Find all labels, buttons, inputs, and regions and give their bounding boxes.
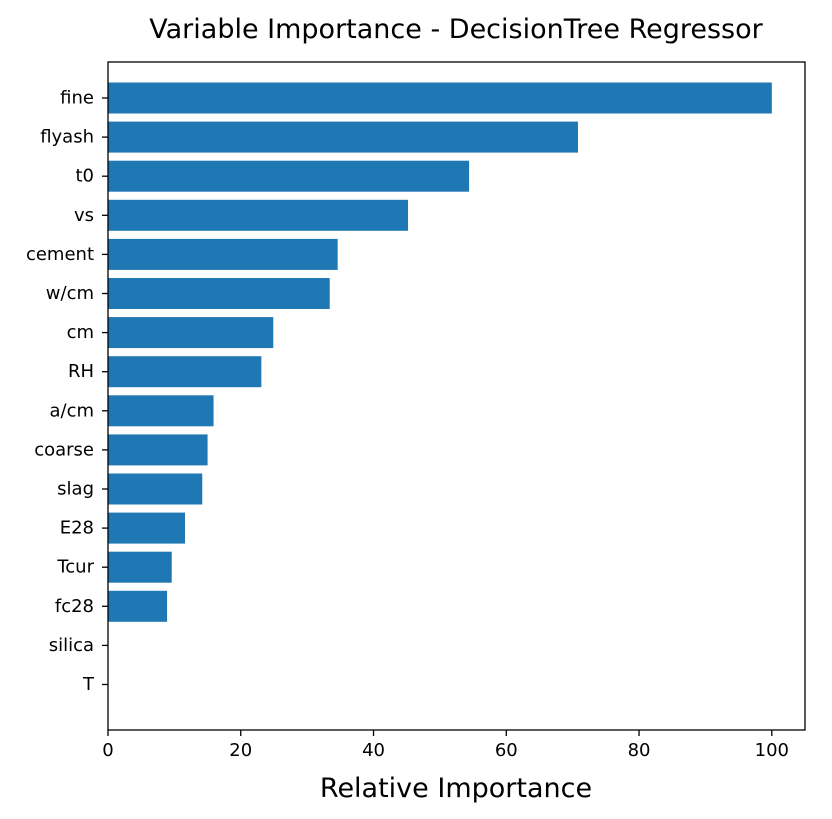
x-axis-label: Relative Importance xyxy=(320,773,592,804)
bar-flyash xyxy=(108,121,578,153)
bar-fc28 xyxy=(108,590,168,622)
y-tick-label: vs xyxy=(74,205,94,226)
y-tick-label: Tcur xyxy=(56,557,94,578)
y-tick-label: w/cm xyxy=(46,283,94,304)
bar-vs xyxy=(108,199,409,231)
x-axis-ticks: 0 20 40 60 80 100 xyxy=(102,730,789,761)
bar-slag xyxy=(108,473,203,505)
y-tick-label: coarse xyxy=(34,439,94,460)
y-tick-label: slag xyxy=(57,479,94,500)
y-tick-label: cement xyxy=(26,244,94,265)
bars-group xyxy=(108,82,772,622)
y-tick-label: T xyxy=(82,674,95,695)
x-tick-label: 20 xyxy=(229,740,252,761)
bar-tcur xyxy=(108,551,172,583)
x-tick-label: 60 xyxy=(495,740,518,761)
y-tick-label: cm xyxy=(67,322,94,343)
bar-cement xyxy=(108,238,338,270)
bar-coarse xyxy=(108,434,208,466)
x-tick-label: 100 xyxy=(755,740,789,761)
y-tick-label: t0 xyxy=(75,166,94,187)
chart-title: Variable Importance - DecisionTree Regre… xyxy=(149,14,763,45)
x-tick-label: 80 xyxy=(628,740,651,761)
bar-a-cm xyxy=(108,395,214,427)
y-tick-label: fine xyxy=(60,88,94,109)
y-tick-label: flyash xyxy=(40,127,94,148)
bar-e28 xyxy=(108,512,186,544)
y-tick-label: E28 xyxy=(60,518,94,539)
x-tick-label: 0 xyxy=(102,740,113,761)
bar-w-cm xyxy=(108,278,330,309)
y-tick-label: RH xyxy=(68,361,94,382)
y-axis-ticks: fine flyash t0 vs cement w/cm cm RH a/cm coarse sl… xyxy=(26,88,108,695)
bar-fine xyxy=(108,82,772,114)
y-tick-label: fc28 xyxy=(55,596,94,617)
y-tick-label: silica xyxy=(49,635,94,656)
bar-rh xyxy=(108,356,262,388)
plot-frame xyxy=(107,61,806,731)
y-tick-label: a/cm xyxy=(49,400,94,421)
bar-cm xyxy=(108,317,274,349)
x-tick-label: 40 xyxy=(362,740,385,761)
bar-t0 xyxy=(108,160,470,192)
